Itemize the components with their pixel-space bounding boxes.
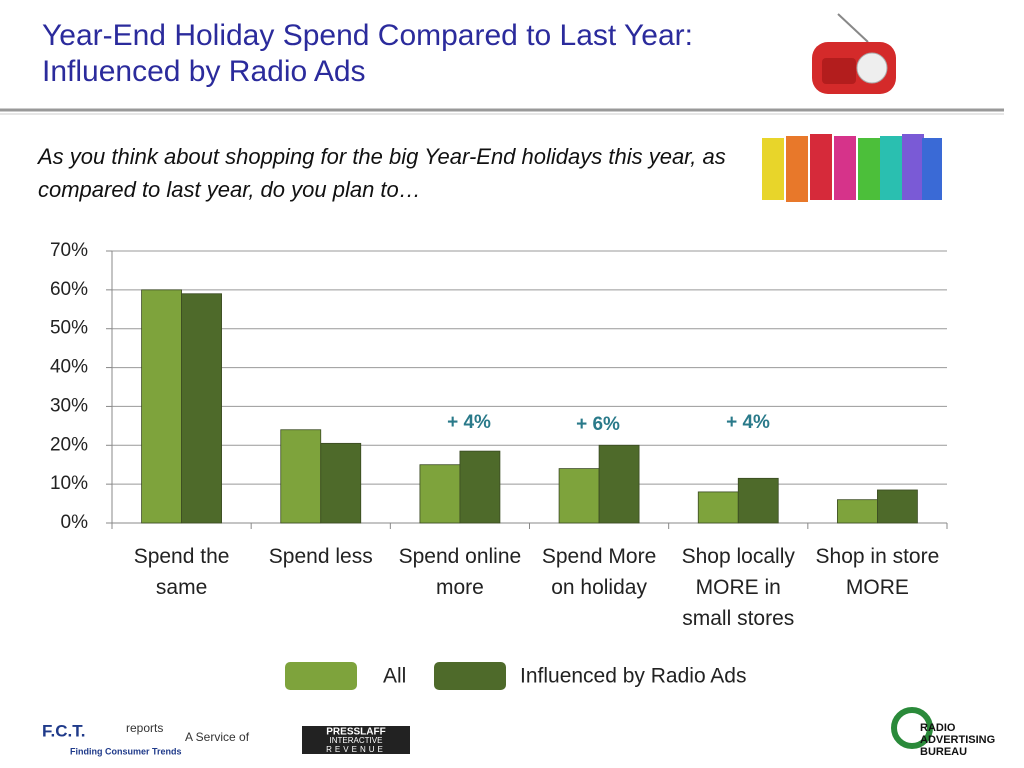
bar: [181, 293, 222, 524]
question: As you think about shopping for the big …: [38, 144, 726, 202]
annotation: + 4%: [726, 412, 770, 433]
footer: F.C.T. reports Finding Consumer Trends A…: [42, 707, 996, 758]
y-tick-label: 20%: [50, 434, 88, 455]
x-tick-label: Shop locally MORE in small stores: [681, 545, 795, 630]
rab-text-box: RADIO ADVERTISING BUREAU: [920, 722, 996, 758]
y-tick-label: 30%: [50, 395, 88, 416]
bar: [280, 429, 322, 524]
bar: [459, 450, 501, 524]
revenue: REVENUE: [326, 745, 386, 754]
legend-label: All: [383, 665, 406, 688]
rab-text: RADIO ADVERTISING BUREAU: [920, 722, 996, 758]
bar: [598, 444, 640, 524]
y-tick-label: 40%: [50, 357, 88, 378]
legend-label: Influenced by Radio Ads: [520, 665, 747, 688]
radio-icon: [812, 13, 896, 94]
x-tick-label: Shop in store MORE: [815, 545, 940, 599]
x-tick-label: Spend the same: [133, 545, 230, 599]
bar: [419, 464, 461, 524]
bar: [141, 289, 182, 524]
fct-logo: F.C.T.: [42, 721, 85, 740]
presslaff: PRESSLAFF: [326, 727, 385, 738]
fct-reports: reports: [126, 721, 163, 735]
service-of: A Service of: [185, 730, 250, 744]
bar: [697, 491, 739, 524]
x-tick-label: Spend More on holiday: [541, 545, 657, 599]
bar: [877, 489, 918, 524]
rab-logo: [891, 707, 933, 749]
y-tick-label: 60%: [50, 279, 88, 300]
fct-tagline: Finding Consumer Trends: [70, 746, 182, 756]
y-tick-label: 70%: [50, 240, 88, 261]
bar: [737, 477, 779, 524]
presslaff-logo: [302, 726, 410, 754]
x-tick-label: Spend online more: [398, 545, 522, 599]
y-tick-label: 50%: [50, 318, 88, 339]
annotation: + 4%: [447, 412, 491, 433]
legend-swatch: [434, 662, 506, 690]
annotation: + 6%: [576, 414, 620, 435]
slide-title: Year-End Holiday Spend Compared to Last …: [42, 19, 693, 88]
interactive: INTERACTIVE: [330, 736, 383, 745]
y-tick-label: 10%: [50, 473, 88, 494]
legend-swatch: [285, 662, 357, 690]
bar: [558, 468, 600, 524]
bar: [320, 442, 362, 524]
y-tick-label: 0%: [61, 512, 89, 533]
x-tick-label: Spend less: [268, 545, 373, 568]
bar: [837, 499, 878, 524]
shopping-bags: [762, 134, 942, 202]
